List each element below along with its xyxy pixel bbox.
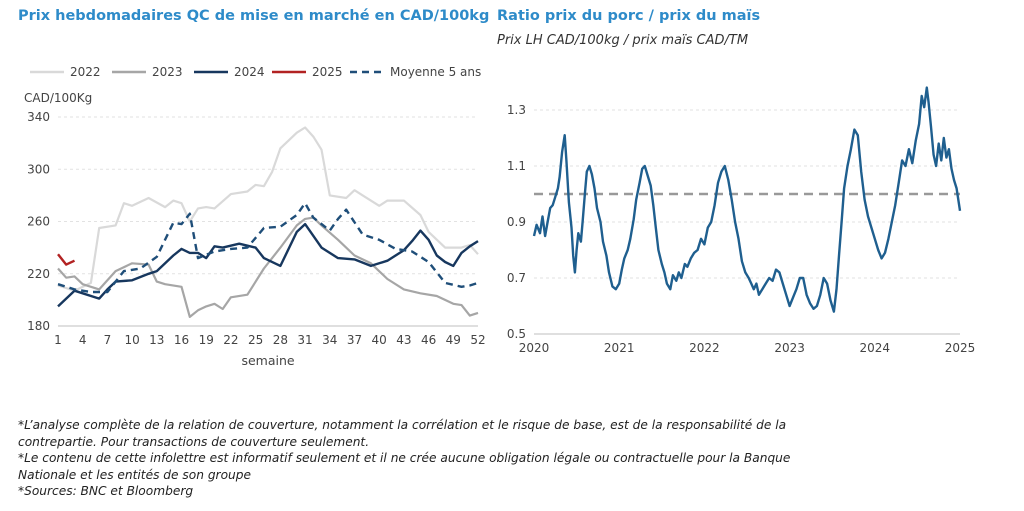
right-chart-subtitle: Prix LH CAD/100kg / prix maïs CAD/TM	[497, 33, 749, 48]
x-tick-label: 19	[199, 333, 214, 347]
x-tick-label: 52	[470, 333, 485, 347]
footnote-line: *L’analyse complète de la relation de co…	[18, 418, 787, 432]
legend-label: 2025	[312, 65, 343, 79]
y-tick-label: 260	[27, 215, 50, 229]
x-tick-label: 13	[149, 333, 164, 347]
y-tick-label: 220	[27, 267, 50, 281]
left-y-axis-label: CAD/100Kg	[24, 91, 92, 105]
x-tick-label: 1	[54, 333, 62, 347]
right-series-group	[532, 86, 962, 313]
footnotes: *L’analyse complète de la relation de co…	[18, 417, 878, 500]
legend-label: Moyenne 5 ans	[390, 65, 481, 79]
left-ticks: 180 220 260 300 340 1 4 7 10 13 16 19 22 25 28 31 34 37 40…	[27, 110, 486, 347]
y-tick-label: 180	[27, 319, 50, 333]
series-line-2022	[57, 126, 479, 292]
weekly-price-chart: 2022 2023 2024 2025 Moyenne 5 ans CAD/100Kg …	[24, 65, 486, 368]
left-series-group	[57, 126, 479, 318]
series-line-2024	[57, 222, 479, 308]
x-tick-label: 7	[104, 333, 112, 347]
series-line-2023	[57, 216, 479, 318]
y-tick-label: 300	[27, 162, 50, 176]
x-tick-label: 34	[322, 333, 337, 347]
series-line-moyenne-5-ans	[57, 201, 479, 294]
x-tick-label: 40	[372, 333, 387, 347]
x-tick-label: 37	[347, 333, 362, 347]
y-tick-label: 1.3	[507, 103, 526, 117]
right-grid	[534, 109, 960, 335]
x-tick-label: 49	[446, 333, 461, 347]
x-tick-label: 28	[273, 333, 288, 347]
x-tick-label: 2021	[604, 341, 635, 355]
ratio-series-line	[532, 86, 962, 313]
left-x-axis-label: semaine	[241, 353, 294, 368]
left-grid	[58, 116, 478, 327]
y-tick-label: 0.7	[507, 271, 526, 285]
y-tick-label: 1.1	[507, 159, 526, 173]
x-tick-label: 2025	[945, 341, 976, 355]
x-tick-label: 10	[124, 333, 139, 347]
footnote-line: contrepartie. Pour transactions de couve…	[18, 434, 370, 449]
right-ticks: 0.5 0.7 0.9 1.1 1.3 2020 2021 2022 2023 2024 2025	[507, 103, 975, 355]
x-tick-label: 25	[248, 333, 263, 347]
x-tick-label: 22	[223, 333, 238, 347]
x-tick-label: 4	[79, 333, 87, 347]
footnote-line: *Sources: BNC et Bloomberg	[18, 484, 194, 498]
right-chart-title: Ratio prix du porc / prix du maïs	[497, 8, 761, 24]
footnote-line: *Le contenu de cette infolettre est info…	[18, 451, 791, 465]
legend-label: 2022	[70, 65, 101, 79]
left-legend: 2022 2023 2024 2025 Moyenne 5 ans	[30, 65, 481, 79]
x-tick-label: 16	[174, 333, 189, 347]
x-tick-label: 2023	[774, 341, 805, 355]
footnote-line: Nationale et les entités de son groupe	[18, 467, 251, 482]
x-tick-label: 2020	[519, 341, 550, 355]
x-tick-label: 2022	[689, 341, 720, 355]
x-tick-label: 43	[396, 333, 411, 347]
y-tick-label: 340	[27, 110, 50, 124]
hog-corn-ratio-chart: 0.5 0.7 0.9 1.1 1.3 2020 2021 2022 2023 2024 2025	[507, 86, 975, 355]
x-tick-label: 31	[297, 333, 312, 347]
y-tick-label: 0.9	[507, 215, 526, 229]
legend-label: 2024	[234, 65, 265, 79]
legend-label: 2023	[152, 65, 183, 79]
left-chart-title: Prix hebdomadaires QC de mise en marché …	[18, 8, 490, 24]
y-tick-label: 0.5	[507, 327, 526, 341]
x-tick-label: 2024	[860, 341, 891, 355]
x-tick-label: 46	[421, 333, 436, 347]
series-line-2025	[57, 253, 76, 266]
